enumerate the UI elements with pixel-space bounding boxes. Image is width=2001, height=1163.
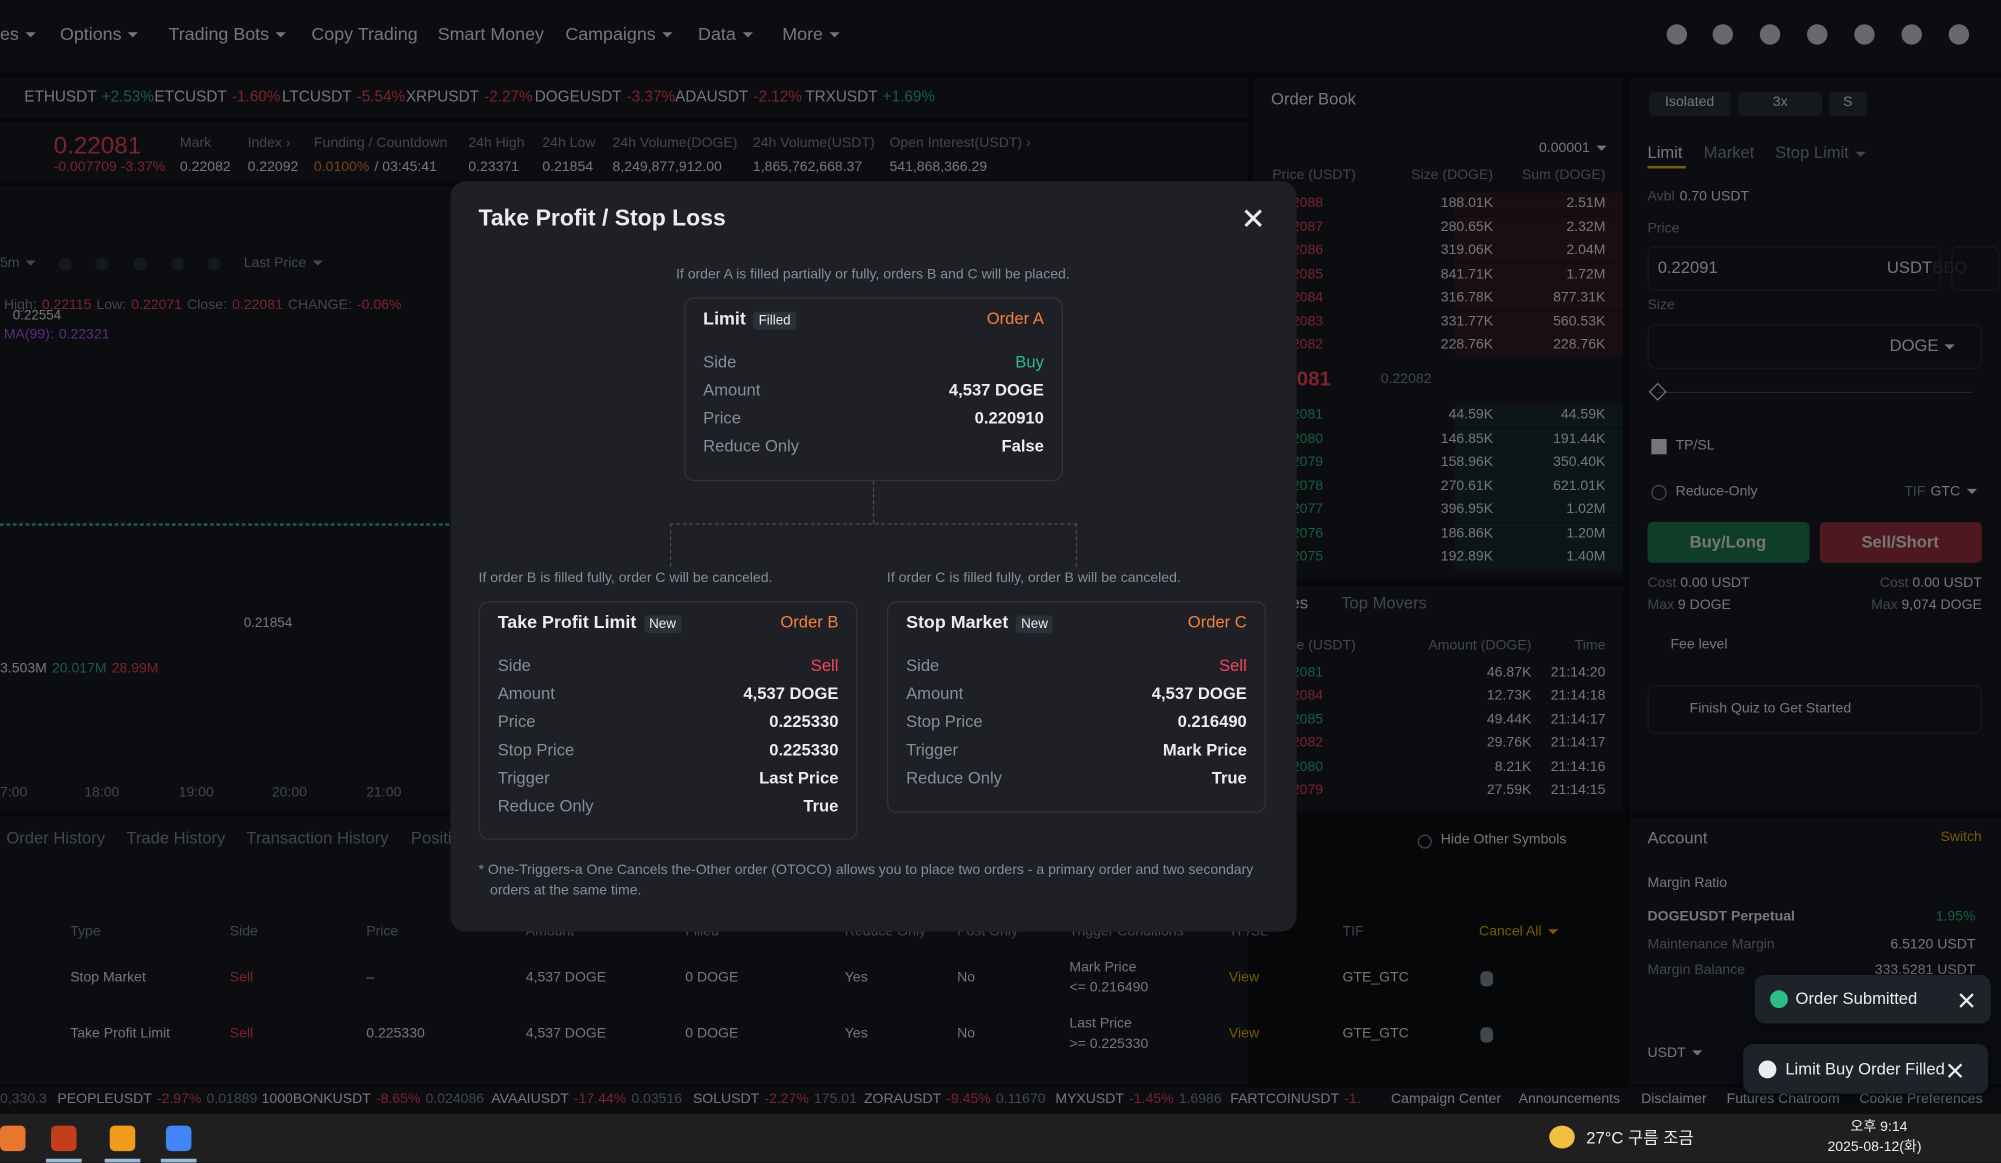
connector bbox=[872, 481, 875, 524]
order-card bbox=[886, 601, 1266, 813]
row-label: Reduce Only bbox=[906, 768, 1002, 788]
row-value: 0.225330 bbox=[769, 711, 839, 732]
row-label: Reduce Only bbox=[703, 436, 800, 456]
toast-close[interactable] bbox=[1959, 992, 1974, 1015]
weather: 27°C 구름 조금 bbox=[1586, 1127, 1694, 1148]
row-value: False bbox=[1001, 436, 1044, 456]
row-value: 0.216490 bbox=[1177, 711, 1247, 732]
row-value: 4,537 DOGE bbox=[1151, 683, 1247, 703]
name: Stop Market bbox=[906, 611, 1009, 633]
row-value: True bbox=[1211, 768, 1247, 788]
row-label: Amount bbox=[906, 683, 964, 703]
row-value: 0.225330 bbox=[769, 740, 839, 760]
row-value: Last Price bbox=[759, 768, 839, 788]
card-title: Take Profit Limit New bbox=[497, 611, 682, 634]
close-icon bbox=[1244, 209, 1262, 227]
row-label: Reduce Only bbox=[497, 796, 594, 816]
card-title: Limit Filled bbox=[703, 308, 796, 330]
clock-date: 2025-08-12(화) bbox=[1827, 1139, 1922, 1156]
row-label: Stop Price bbox=[906, 711, 983, 732]
modal bbox=[450, 181, 1297, 932]
order-tag: Order A bbox=[986, 308, 1044, 328]
order-tag: Order B bbox=[780, 612, 839, 632]
app-icon bbox=[109, 1125, 136, 1152]
toast-message: Order Submitted bbox=[1795, 988, 1918, 1008]
order-card bbox=[478, 601, 858, 840]
row-value: 4,537 DOGE bbox=[743, 683, 839, 703]
status: New bbox=[644, 615, 682, 634]
row-label: Trigger bbox=[497, 768, 550, 788]
row-value: Mark Price bbox=[1162, 740, 1247, 760]
note: If order A is filled partially or fully,… bbox=[676, 266, 1070, 283]
row-label: Price bbox=[497, 711, 536, 732]
toast-icon bbox=[1758, 1059, 1777, 1078]
row-label: Amount bbox=[703, 380, 761, 400]
app-icon bbox=[51, 1125, 77, 1152]
name: Take Profit Limit bbox=[497, 611, 637, 633]
footnote: * One-Triggers-a One Cancels the-Other o… bbox=[478, 862, 1254, 899]
close-icon bbox=[1947, 1062, 1963, 1078]
row-value: Buy bbox=[1015, 352, 1044, 372]
card-title: Stop Market New bbox=[906, 611, 1054, 634]
row-label: Side bbox=[906, 655, 940, 675]
app-icon bbox=[0, 1125, 26, 1152]
weather-icon bbox=[1549, 1125, 1575, 1149]
order-card bbox=[684, 297, 1064, 482]
row-label: Side bbox=[497, 655, 531, 675]
row-label: Trigger bbox=[906, 740, 959, 760]
app-icon bbox=[165, 1125, 192, 1152]
taskbar bbox=[0, 1114, 2001, 1163]
order-tag: Order C bbox=[1187, 612, 1247, 632]
row-value: True bbox=[803, 796, 839, 816]
app-indicator bbox=[104, 1158, 141, 1163]
toast-message: Limit Buy Order Filled bbox=[1785, 1058, 1945, 1078]
row-value: 0.220910 bbox=[974, 408, 1044, 428]
toast bbox=[1754, 974, 1991, 1024]
row-label: Side bbox=[703, 352, 737, 372]
clock-time: 오후 9:14 bbox=[1850, 1119, 1908, 1135]
toast-icon bbox=[1770, 990, 1788, 1009]
app-indicator bbox=[45, 1158, 82, 1163]
row-value: Sell bbox=[1219, 655, 1247, 675]
row-value: 4,537 DOGE bbox=[948, 380, 1044, 400]
toast bbox=[1743, 1043, 1989, 1094]
note: If order B is filled fully, order C will… bbox=[478, 570, 773, 586]
modal-title: Take Profit / Stop Loss bbox=[478, 205, 726, 231]
connector bbox=[669, 523, 1078, 567]
name: Limit bbox=[703, 307, 746, 329]
status: New bbox=[1015, 615, 1054, 634]
row-label: Price bbox=[703, 408, 741, 428]
note: If order C is filled fully, order B will… bbox=[886, 570, 1181, 586]
close-button[interactable] bbox=[1243, 208, 1263, 235]
app-indicator bbox=[160, 1158, 197, 1163]
row-label: Amount bbox=[497, 683, 555, 703]
close-icon bbox=[1959, 993, 1974, 1008]
status: Filled bbox=[753, 311, 796, 330]
toast-close[interactable] bbox=[1947, 1061, 1963, 1084]
row-label: Stop Price bbox=[497, 740, 575, 760]
row-value: Sell bbox=[810, 655, 839, 675]
